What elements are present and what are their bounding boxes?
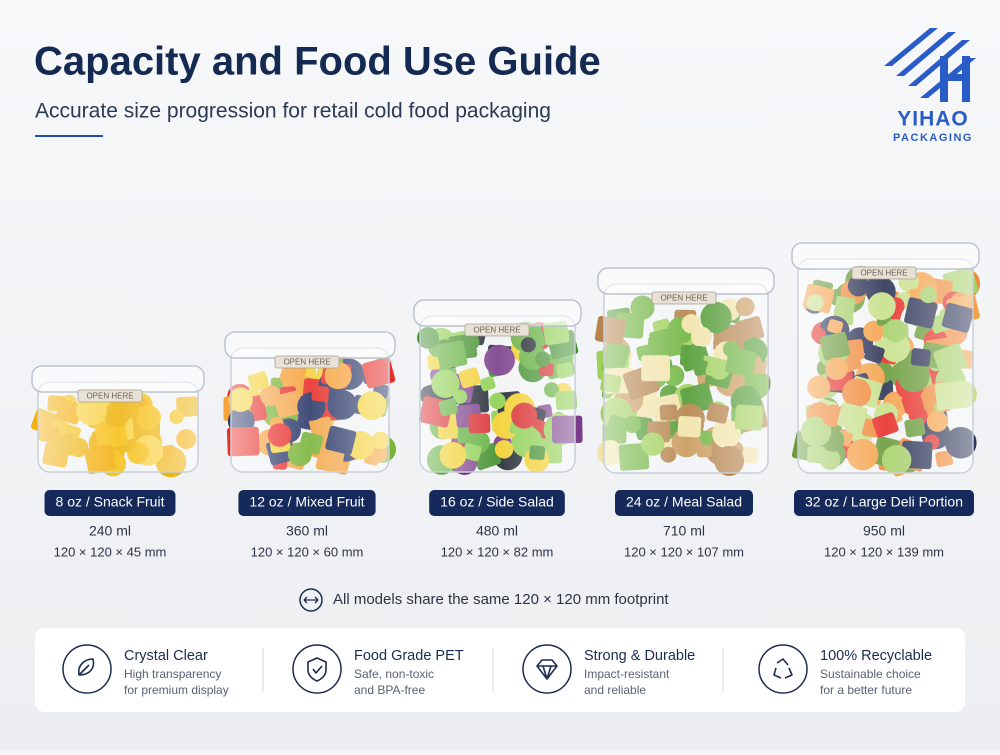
feature-line: and reliable xyxy=(584,683,646,697)
subtitle: Accurate size progression for retail col… xyxy=(35,100,551,123)
product: OPEN HERE 32 oz / Large Deli Portion 950 m… xyxy=(791,242,981,559)
product-label: 16 oz / Side Salad xyxy=(440,494,554,510)
logo-mark xyxy=(884,28,976,102)
title: Capacity and Food Use Guide xyxy=(34,40,601,84)
container-body xyxy=(603,283,769,474)
feature: Crystal Clear High transparency for premiu… xyxy=(62,644,264,697)
feature-title: Crystal Clear xyxy=(124,648,208,664)
container-tag-bg xyxy=(77,389,143,403)
features: Crystal Clear High transparency for premiu… xyxy=(62,644,932,697)
footprint-icon xyxy=(299,588,323,612)
product: OPEN HERE 12 oz / Mixed Fruit 360 ml 120 × … xyxy=(223,331,397,559)
label-pill xyxy=(44,490,176,516)
feature-line: for premium display xyxy=(124,683,229,697)
label-pill xyxy=(429,490,565,516)
container-lid xyxy=(224,331,396,359)
label-pill xyxy=(615,490,753,516)
feature-line: and BPA-free xyxy=(354,683,425,697)
feature-icon xyxy=(773,658,793,679)
container-lid xyxy=(597,267,775,295)
container-body xyxy=(797,258,974,474)
product: OPEN HERE 16 oz / Side Salad 480 ml 120 × 1… xyxy=(413,299,583,559)
product-dimensions: 120 × 120 × 60 mm xyxy=(251,544,364,559)
logo-tagline: PACKAGING xyxy=(893,132,973,144)
footprint-text: All models share the same 120 × 120 mm f… xyxy=(333,591,669,608)
container-tag: OPEN HERE xyxy=(473,326,520,335)
product-volume: 950 ml xyxy=(863,523,905,539)
product-volume: 710 ml xyxy=(663,523,705,539)
feature: Strong & Durable Impact-resistant and reli… xyxy=(522,644,724,697)
feature-title: 100% Recyclable xyxy=(820,648,932,664)
container-tag: OPEN HERE xyxy=(860,269,907,278)
product-label: 32 oz / Large Deli Portion xyxy=(805,494,963,510)
feature-line: Safe, non-toxic xyxy=(354,667,434,681)
container-lid xyxy=(31,365,205,393)
container-tag: OPEN HERE xyxy=(86,392,133,401)
container-tag-bg xyxy=(851,266,917,280)
product-dimensions: 120 × 120 × 45 mm xyxy=(54,544,167,559)
product-dimensions: 120 × 120 × 107 mm xyxy=(624,544,744,559)
container-tag: OPEN HERE xyxy=(660,294,707,303)
features-panel xyxy=(35,628,965,712)
product: OPEN HERE 24 oz / Meal Salad 710 ml 120 × 1… xyxy=(594,267,775,559)
product-dimensions: 120 × 120 × 139 mm xyxy=(824,544,944,559)
feature-icon-ring xyxy=(522,644,572,694)
container-lid xyxy=(791,242,980,270)
feature-icon-ring xyxy=(758,644,808,694)
feature-icon xyxy=(307,657,327,682)
product-volume: 240 ml xyxy=(89,523,131,539)
container-tag-bg xyxy=(274,355,340,369)
container-lid xyxy=(413,299,582,327)
container-tag-bg xyxy=(464,323,530,337)
logo-name: YIHAO xyxy=(897,108,969,131)
feature: 100% Recyclable Sustainable choice for a b… xyxy=(758,644,932,697)
feature-title: Strong & Durable xyxy=(584,648,695,664)
product-label: 8 oz / Snack Fruit xyxy=(56,494,165,510)
product-volume: 360 ml xyxy=(286,523,328,539)
container-tag-bg xyxy=(651,291,717,305)
product-label: 24 oz / Meal Salad xyxy=(626,494,742,510)
product-volume: 480 ml xyxy=(476,523,518,539)
product-dimensions: 120 × 120 × 82 mm xyxy=(441,544,554,559)
footprint-arrow xyxy=(303,596,319,604)
feature-title: Food Grade PET xyxy=(354,648,464,664)
label-pill xyxy=(794,490,974,516)
feature-line: for a better future xyxy=(820,683,912,697)
product-label: 12 oz / Mixed Fruit xyxy=(249,494,364,510)
container-tag: OPEN HERE xyxy=(283,358,330,367)
product-row: OPEN HERE 8 oz / Snack Fruit 240 ml 120 × 1… xyxy=(30,242,981,559)
feature-line: High transparency xyxy=(124,667,221,681)
feature-icon-ring xyxy=(62,644,112,694)
feature-icon-ring xyxy=(292,644,342,694)
feature-icon xyxy=(77,658,95,676)
footprint-note: All models share the same 120 × 120 mm f… xyxy=(299,588,669,612)
feature-icon xyxy=(536,659,558,680)
feature-line: Impact-resistant xyxy=(584,667,670,681)
logo: YIHAO PACKAGING xyxy=(884,28,976,144)
feature: Food Grade PET Safe, non-toxic and BPA-fre… xyxy=(292,644,494,697)
feature-line: Sustainable choice xyxy=(820,667,921,681)
container-body xyxy=(419,315,576,473)
label-pill xyxy=(238,490,376,516)
product: OPEN HERE 8 oz / Snack Fruit 240 ml 120 × 1… xyxy=(30,365,205,559)
